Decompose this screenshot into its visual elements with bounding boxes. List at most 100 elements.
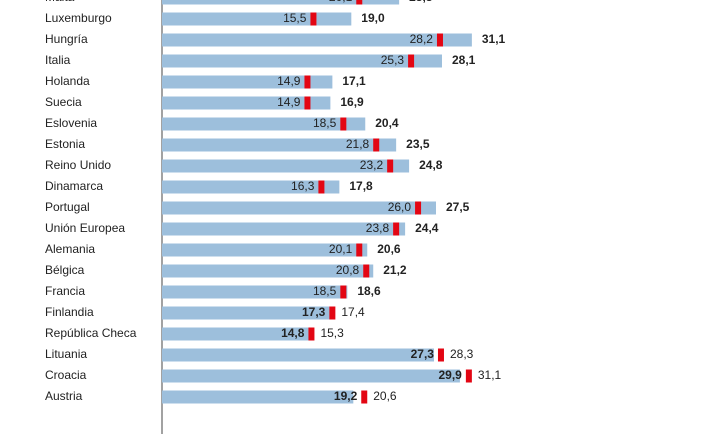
bar-value-label: 19,0 [361, 11, 385, 25]
category-label: Eslovenia [45, 116, 97, 130]
category-label: Francia [45, 284, 85, 298]
marker [304, 96, 311, 110]
marker-value-label: 20,1 [329, 0, 353, 4]
marker [436, 33, 443, 47]
category-label: República Checa [45, 326, 137, 340]
bar [162, 369, 460, 383]
marker-value-label: 14,9 [277, 95, 301, 109]
category-label: Unión Europea [45, 221, 125, 235]
category-label: Luxemburgo [45, 11, 112, 25]
marker [304, 75, 311, 89]
bar [162, 306, 335, 320]
bar-value-label: 17,8 [349, 179, 373, 193]
bar-value-label: 27,5 [446, 200, 470, 214]
marker [437, 348, 444, 362]
marker [340, 285, 347, 299]
bar [162, 54, 442, 68]
marker-value-label: 26,0 [388, 200, 412, 214]
bar [162, 0, 400, 5]
bar [162, 138, 397, 152]
bar-value-label: 27,3 [411, 347, 435, 361]
marker [393, 222, 400, 236]
category-label: Malta [45, 0, 75, 4]
bar [162, 264, 374, 278]
bar [162, 243, 368, 257]
bar-value-label: 16,9 [340, 95, 364, 109]
bar-value-label: 24,4 [415, 221, 439, 235]
category-label: Austria [45, 389, 83, 403]
marker-value-label: 28,3 [450, 347, 474, 361]
bar [162, 201, 436, 215]
category-label: Suecia [45, 95, 82, 109]
bar-value-label: 24,8 [419, 158, 443, 172]
bar [162, 390, 354, 404]
bar-value-label: 28,1 [452, 53, 476, 67]
marker-value-label: 15,5 [283, 11, 307, 25]
marker-value-label: 18,5 [313, 284, 337, 298]
marker-value-label: 17,4 [341, 305, 365, 319]
marker-value-label: 21,8 [346, 137, 370, 151]
marker-value-label: 31,1 [478, 368, 502, 382]
category-label: Hungría [45, 32, 88, 46]
category-label: Croacia [45, 368, 87, 382]
marker-value-label: 14,9 [277, 74, 301, 88]
marker [361, 390, 368, 404]
marker-value-label: 20,1 [329, 242, 353, 256]
marker [408, 54, 415, 68]
category-label: Italia [45, 53, 71, 67]
bar-value-label: 23,5 [406, 137, 430, 151]
bar-value-label: 17,1 [342, 74, 366, 88]
bar [162, 75, 333, 89]
marker-value-label: 23,2 [360, 158, 384, 172]
bar-value-label: 20,6 [377, 242, 401, 256]
marker [373, 138, 380, 152]
marker [308, 327, 315, 341]
category-label: Alemania [45, 242, 95, 256]
marker-value-label: 16,3 [291, 179, 315, 193]
marker-value-label: 28,2 [410, 32, 434, 46]
marker-value-label: 20,6 [373, 389, 397, 403]
bar [162, 12, 352, 26]
category-label: Estonia [45, 137, 85, 151]
bar [162, 117, 366, 131]
marker-value-label: 15,3 [320, 326, 344, 340]
bar-value-label: 31,1 [482, 32, 506, 46]
marker [329, 306, 336, 320]
bar-value-label: 18,6 [357, 284, 381, 298]
marker-value-label: 23,8 [366, 221, 390, 235]
bar [162, 33, 472, 47]
category-label: Holanda [45, 74, 90, 88]
bar-value-label: 20,4 [375, 116, 399, 130]
marker [310, 12, 317, 26]
marker-value-label: 20,8 [336, 263, 360, 277]
category-label: Portugal [45, 200, 90, 214]
bar [162, 222, 406, 236]
marker [356, 243, 363, 257]
marker-value-label: 18,5 [313, 116, 337, 130]
bar-value-label: 23,8 [409, 0, 433, 4]
bar [162, 285, 348, 299]
bar-value-label: 21,2 [383, 263, 407, 277]
category-label: Dinamarca [45, 179, 103, 193]
marker [387, 159, 394, 173]
bar [162, 348, 435, 362]
marker [465, 369, 472, 383]
bar-value-label: 14,8 [281, 326, 305, 340]
bar [162, 327, 310, 341]
bar-value-label: 29,9 [439, 368, 463, 382]
bar [162, 180, 340, 194]
category-label: Reino Unido [45, 158, 111, 172]
marker-value-label: 25,3 [381, 53, 405, 67]
marker [363, 264, 370, 278]
bar [162, 96, 331, 110]
category-label: Lituania [45, 347, 87, 361]
bar [162, 159, 410, 173]
category-label: Bélgica [45, 263, 85, 277]
marker [415, 201, 422, 215]
bar-value-label: 17,3 [302, 305, 326, 319]
marker [318, 180, 325, 194]
marker [340, 117, 347, 131]
marker [356, 0, 363, 5]
category-label: Finlandia [45, 305, 94, 319]
